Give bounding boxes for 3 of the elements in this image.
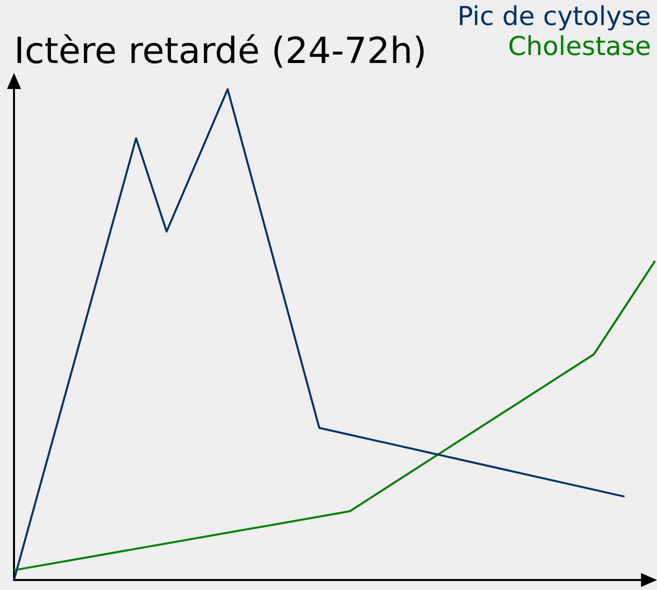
text: Pic de cytolyse [457,2,651,32]
chart-title: Ictère retardé (24-72h) [14,30,427,72]
text: Cholestase [507,32,651,62]
